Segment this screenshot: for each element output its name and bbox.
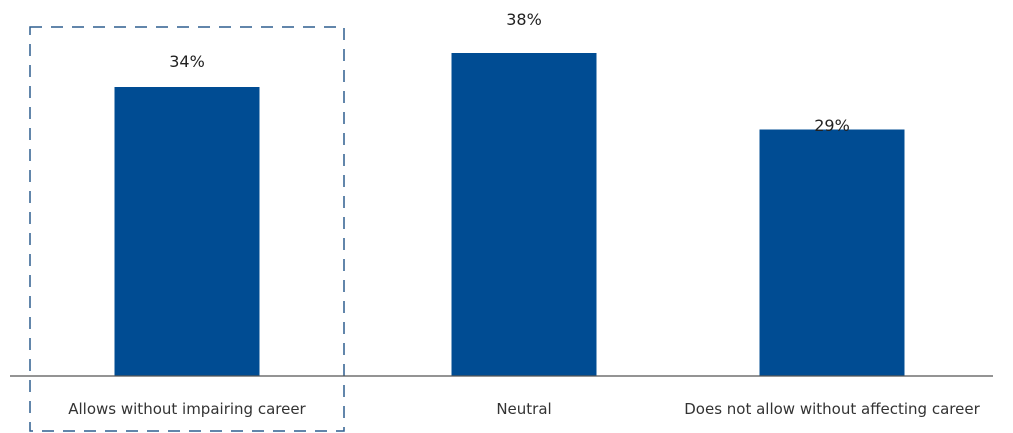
highlight-box — [29, 26, 345, 432]
category-label-does-not-allow: Does not allow without affecting career — [684, 400, 980, 418]
bar-neutral — [451, 53, 597, 376]
value-label-does-not-allow: 29% — [814, 116, 850, 135]
bar-allows — [114, 87, 260, 376]
value-label-allows: 34% — [169, 52, 205, 71]
category-label-allows: Allows without impairing career — [68, 400, 306, 418]
value-label-neutral: 38% — [506, 10, 542, 29]
category-label-neutral: Neutral — [496, 400, 551, 418]
bar-does-not-allow — [759, 129, 905, 376]
